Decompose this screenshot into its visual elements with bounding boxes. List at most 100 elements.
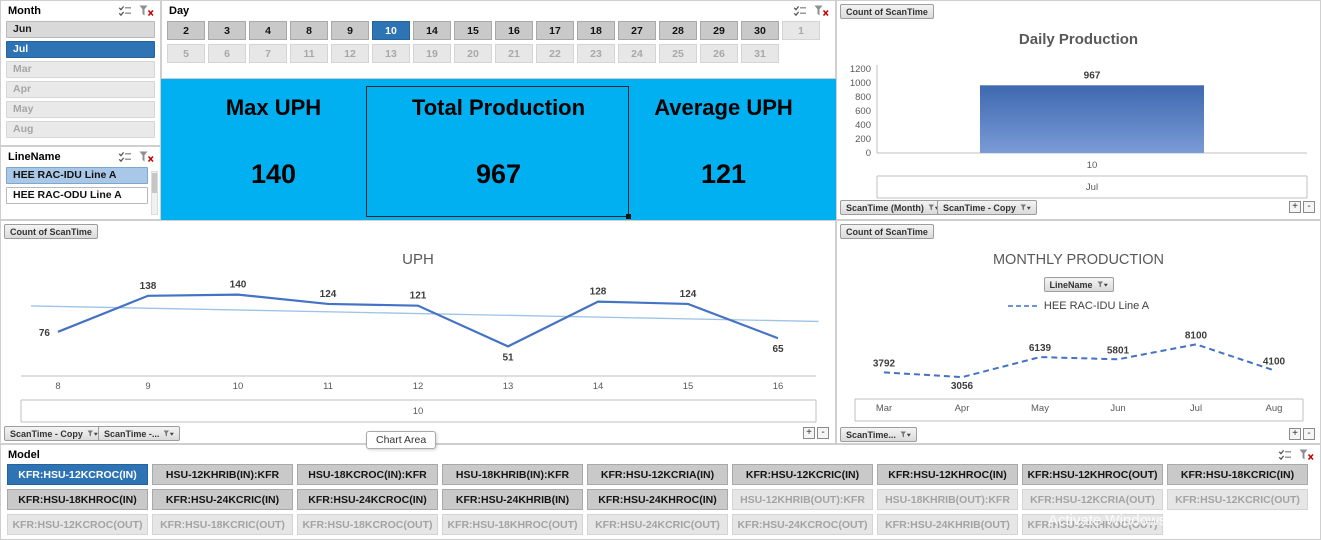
model-item-kfr-hsu-24khrib-out[interactable]: KFR:HSU-24KHRIB(OUT): [877, 514, 1018, 535]
uph-chart: Count of ScanTime UPH 76 138 140 124 121 51 12…: [0, 220, 836, 444]
month-item-may[interactable]: May: [6, 101, 155, 118]
multi-select-icon[interactable]: [118, 151, 132, 163]
legend-field-button-linename[interactable]: LineName: [1043, 277, 1114, 292]
clear-filter-icon[interactable]: [1299, 449, 1314, 461]
day-item-3[interactable]: 3: [208, 21, 246, 40]
linename-scrollbar[interactable]: [151, 171, 158, 215]
model-item-kfr-hsu-12kcric-out[interactable]: KFR:HSU-12KCRIC(OUT): [1167, 489, 1308, 510]
model-item-kfr-hsu-24kcric-out[interactable]: KFR:HSU-24KCRIC(OUT): [587, 514, 728, 535]
day-item-17[interactable]: 17: [536, 21, 574, 40]
model-item-kfr-hsu-24kcroc-out[interactable]: KFR:HSU-24KCROC(OUT): [732, 514, 873, 535]
day-item-16[interactable]: 16: [495, 21, 533, 40]
multi-select-icon[interactable]: [793, 5, 807, 17]
model-item-kfr-hsu-12kcria-in[interactable]: KFR:HSU-12KCRIA(IN): [587, 464, 728, 485]
day-item-2[interactable]: 2: [167, 21, 205, 40]
pivot-field-button-count-of-scantime[interactable]: Count of ScanTime: [840, 224, 934, 239]
day-item-7[interactable]: 7: [249, 44, 287, 63]
axis-field-button-scantime-copy[interactable]: ScanTime - Copy: [4, 426, 104, 441]
day-item-15[interactable]: 15: [454, 21, 492, 40]
linename-slicer-icons: [118, 151, 154, 163]
linename-item-hee-rac-odu-line-a[interactable]: HEE RAC-ODU Line A: [6, 187, 148, 204]
day-item-22[interactable]: 22: [536, 44, 574, 63]
day-item-11[interactable]: 11: [290, 44, 328, 63]
clear-filter-icon[interactable]: [139, 5, 154, 17]
day-item-24[interactable]: 24: [618, 44, 656, 63]
multi-select-icon[interactable]: [118, 5, 132, 17]
day-item-1[interactable]: 1: [782, 21, 820, 40]
expand-button[interactable]: +: [1289, 201, 1301, 213]
model-item-kfr-hsu-18kcroc-out[interactable]: KFR:HSU-18KCROC(OUT): [297, 514, 438, 535]
day-item-9[interactable]: 9: [331, 21, 369, 40]
model-item-hsu-18kcroc-in-kfr[interactable]: HSU-18KCROC(IN):KFR: [297, 464, 438, 485]
svg-text:967: 967: [1084, 70, 1101, 81]
multi-select-icon[interactable]: [1278, 449, 1292, 461]
model-item-kfr-hsu-12kcria-out[interactable]: KFR:HSU-12KCRIA(OUT): [1022, 489, 1163, 510]
model-item-hsu-18khrib-out-kfr[interactable]: HSU-18KHRIB(OUT):KFR: [877, 489, 1018, 510]
clear-filter-icon[interactable]: [814, 5, 829, 17]
day-item-26[interactable]: 26: [700, 44, 738, 63]
daily-chart-plot-area[interactable]: 0 200 400 600 800 1000 1200 967 10 Jul: [837, 1, 1320, 219]
month-item-mar[interactable]: Mar: [6, 61, 155, 78]
model-item-kfr-hsu-12kcric-in[interactable]: KFR:HSU-12KCRIC(IN): [732, 464, 873, 485]
day-item-27[interactable]: 27: [618, 21, 656, 40]
svg-text:Jun: Jun: [1110, 403, 1125, 414]
clear-filter-icon[interactable]: [139, 151, 154, 163]
model-item-kfr-hsu-24khroc-out[interactable]: KFR:HSU-24KHROC(OUT): [1022, 514, 1163, 535]
model-item-kfr-hsu-24khroc-in[interactable]: KFR:HSU-24KHROC(IN): [587, 489, 728, 510]
model-item-hsu-18khrib-in-kfr[interactable]: HSU-18KHRIB(IN):KFR: [442, 464, 583, 485]
monthly-chart-plot-area[interactable]: 3792 3056 6139 5801 8100 4100 Mar Apr May Jun Jul A…: [837, 221, 1320, 443]
day-item-14[interactable]: 14: [413, 21, 451, 40]
kpi-total-production[interactable]: Total Production 967: [386, 79, 611, 220]
collapse-button[interactable]: -: [1303, 201, 1315, 213]
collapse-button[interactable]: -: [1303, 428, 1315, 440]
model-item-hsu-12khrib-in-kfr[interactable]: HSU-12KHRIB(IN):KFR: [152, 464, 293, 485]
legend-entry[interactable]: HEE RAC-IDU Line A: [837, 300, 1320, 312]
scrollbar-thumb[interactable]: [152, 173, 157, 193]
day-item-30[interactable]: 30: [741, 21, 779, 40]
pivot-field-button-count-of-scantime[interactable]: Count of ScanTime: [4, 224, 98, 239]
day-row-1: 2 3 4 8 9 10 14 15 16 17 18 27 28 29 30 1: [167, 21, 830, 40]
day-item-23[interactable]: 23: [577, 44, 615, 63]
day-item-25[interactable]: 25: [659, 44, 697, 63]
day-item-10[interactable]: 10: [372, 21, 410, 40]
model-item-kfr-hsu-18kcric-out[interactable]: KFR:HSU-18KCRIC(OUT): [152, 514, 293, 535]
day-item-5[interactable]: 5: [167, 44, 205, 63]
model-item-kfr-hsu-24kcroc-in[interactable]: KFR:HSU-24KCROC(IN): [297, 489, 438, 510]
model-item-kfr-hsu-12khroc-out[interactable]: KFR:HSU-12KHROC(OUT): [1022, 464, 1163, 485]
model-item-kfr-hsu-18khroc-out[interactable]: KFR:HSU-18KHROC(OUT): [442, 514, 583, 535]
model-item-kfr-hsu-12khroc-in[interactable]: KFR:HSU-12KHROC(IN): [877, 464, 1018, 485]
day-item-29[interactable]: 29: [700, 21, 738, 40]
day-item-6[interactable]: 6: [208, 44, 246, 63]
axis-field-button-scantime-month[interactable]: ScanTime (Month): [840, 200, 945, 215]
model-item-hsu-12khrib-out-kfr[interactable]: HSU-12KHRIB(OUT):KFR: [732, 489, 873, 510]
uph-chart-plot-area[interactable]: 76 138 140 124 121 51 128 124 65 8 9 10 11 12 13 14 15 16…: [1, 221, 835, 443]
expand-button[interactable]: +: [803, 427, 815, 439]
day-item-21[interactable]: 21: [495, 44, 533, 63]
day-item-12[interactable]: 12: [331, 44, 369, 63]
model-item-kfr-hsu-18kcric-in[interactable]: KFR:HSU-18KCRIC(IN): [1167, 464, 1308, 485]
day-item-20[interactable]: 20: [454, 44, 492, 63]
collapse-button[interactable]: -: [817, 427, 829, 439]
expand-button[interactable]: +: [1289, 428, 1301, 440]
linename-item-hee-rac-idu-line-a[interactable]: HEE RAC-IDU Line A: [6, 167, 148, 184]
day-item-4[interactable]: 4: [249, 21, 287, 40]
month-item-apr[interactable]: Apr: [6, 81, 155, 98]
axis-field-button-scantime[interactable]: ScanTime -...: [98, 426, 181, 441]
month-item-jun[interactable]: Jun: [6, 21, 155, 38]
model-item-kfr-hsu-18khroc-in[interactable]: KFR:HSU-18KHROC(IN): [7, 489, 148, 510]
axis-field-button-scantime-copy[interactable]: ScanTime - Copy: [937, 200, 1037, 215]
model-item-kfr-hsu-12kcroc-out[interactable]: KFR:HSU-12KCROC(OUT): [7, 514, 148, 535]
day-item-18[interactable]: 18: [577, 21, 615, 40]
month-item-jul[interactable]: Jul: [6, 41, 155, 58]
model-item-kfr-hsu-12kcroc-in[interactable]: KFR:HSU-12KCROC(IN): [7, 464, 148, 485]
day-item-13[interactable]: 13: [372, 44, 410, 63]
day-item-19[interactable]: 19: [413, 44, 451, 63]
day-item-31[interactable]: 31: [741, 44, 779, 63]
pivot-field-button-count-of-scantime[interactable]: Count of ScanTime: [840, 4, 934, 19]
model-item-kfr-hsu-24kcric-in[interactable]: KFR:HSU-24KCRIC(IN): [152, 489, 293, 510]
day-item-28[interactable]: 28: [659, 21, 697, 40]
month-item-aug[interactable]: Aug: [6, 121, 155, 138]
model-item-kfr-hsu-24khrib-in[interactable]: KFR:HSU-24KHRIB(IN): [442, 489, 583, 510]
day-item-8[interactable]: 8: [290, 21, 328, 40]
axis-field-button-scantime[interactable]: ScanTime...: [840, 427, 917, 442]
